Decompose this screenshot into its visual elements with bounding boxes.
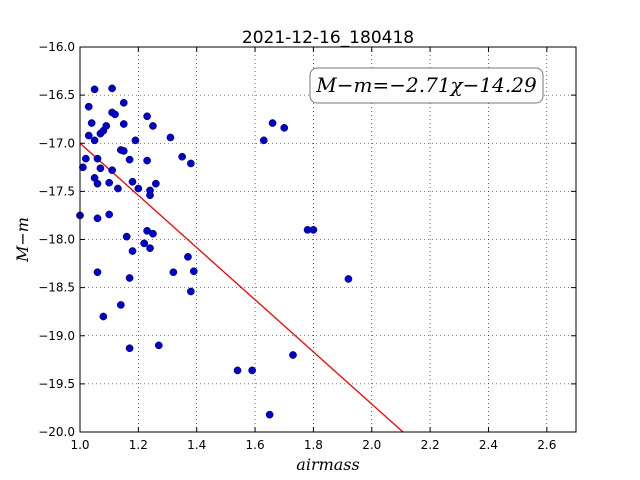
x-axis-label: airmass <box>296 455 359 474</box>
y-tick-label: −17.5 <box>38 184 75 198</box>
data-point <box>149 229 157 238</box>
data-point <box>102 122 111 130</box>
data-point <box>140 239 149 248</box>
y-tick-label: −19.0 <box>38 329 75 343</box>
data-point <box>152 179 160 188</box>
x-tick-label: 1.8 <box>304 438 323 452</box>
data-point <box>146 191 154 200</box>
data-point <box>105 178 114 187</box>
x-tick-label: 1.2 <box>129 438 148 452</box>
data-point <box>108 166 116 175</box>
data-point <box>93 154 102 163</box>
fit-equation: M−m=−2.71χ−14.29 <box>315 73 537 97</box>
data-point <box>248 366 256 375</box>
data-point <box>309 226 318 234</box>
y-tick-label: −17.0 <box>38 136 75 150</box>
data-point <box>128 177 137 186</box>
data-point <box>87 119 96 127</box>
data-point <box>178 152 186 161</box>
data-point <box>125 155 134 164</box>
data-point <box>259 136 268 145</box>
data-point <box>99 312 108 321</box>
fit-equation-box: M−m=−2.71χ−14.29 <box>309 67 544 104</box>
data-point <box>93 179 102 188</box>
x-tick-label: 1.4 <box>187 438 206 452</box>
data-point <box>116 301 125 309</box>
equation-box-frame <box>309 67 544 104</box>
chart-title: 2021-12-16_180418 <box>242 28 414 48</box>
y-tick-label: −18.5 <box>38 281 75 295</box>
y-tick-label: −19.5 <box>38 377 75 391</box>
data-points <box>76 84 353 419</box>
x-tick-label: 2.4 <box>479 438 498 452</box>
data-point <box>154 341 163 350</box>
data-point <box>122 232 131 241</box>
data-point <box>134 184 143 193</box>
data-point <box>189 267 198 276</box>
data-point <box>169 268 178 277</box>
data-point <box>289 351 297 359</box>
data-point <box>187 287 195 296</box>
data-point <box>84 102 93 111</box>
data-point <box>90 136 99 145</box>
y-tick-label: −18.0 <box>38 233 75 247</box>
y-axis-label: M−m <box>13 217 32 263</box>
data-point <box>143 156 151 165</box>
axis-ticks: 1.0 1.2 1.4 1.6 1.8 2.0 2.2 2.4 2.6 −16.0 −16.5 −17… <box>38 40 576 452</box>
data-point <box>81 154 90 163</box>
data-point <box>84 131 93 140</box>
data-point <box>128 247 137 255</box>
data-point <box>90 85 99 94</box>
data-point <box>233 366 242 375</box>
data-point <box>114 184 122 193</box>
y-tick-label: −16.5 <box>38 88 75 102</box>
data-point <box>93 268 102 277</box>
data-point <box>125 344 134 353</box>
data-point <box>119 120 128 128</box>
data-point <box>108 84 116 93</box>
data-point <box>119 147 128 155</box>
data-point <box>105 210 114 219</box>
data-point <box>79 163 87 172</box>
data-point <box>166 133 175 142</box>
x-tick-label: 1.0 <box>70 438 89 452</box>
data-point <box>96 164 105 173</box>
data-point <box>131 136 140 145</box>
data-point <box>93 214 102 223</box>
data-point <box>119 98 128 107</box>
data-point <box>146 244 154 253</box>
data-point <box>265 410 274 419</box>
data-point <box>280 124 289 132</box>
fit-line <box>79 142 404 433</box>
y-tick-label: −16.0 <box>38 40 75 54</box>
data-point <box>344 275 353 283</box>
x-tick-label: 2.0 <box>362 438 381 452</box>
data-point <box>125 274 134 282</box>
data-point <box>149 122 157 130</box>
x-tick-label: 1.6 <box>246 438 265 452</box>
data-point <box>187 159 195 168</box>
data-point <box>143 112 151 121</box>
data-point <box>268 119 277 127</box>
y-tick-label: −20.0 <box>38 425 75 439</box>
data-point <box>184 252 192 261</box>
data-point <box>111 110 119 119</box>
x-tick-label: 2.2 <box>421 438 440 452</box>
x-tick-label: 2.6 <box>537 438 556 452</box>
